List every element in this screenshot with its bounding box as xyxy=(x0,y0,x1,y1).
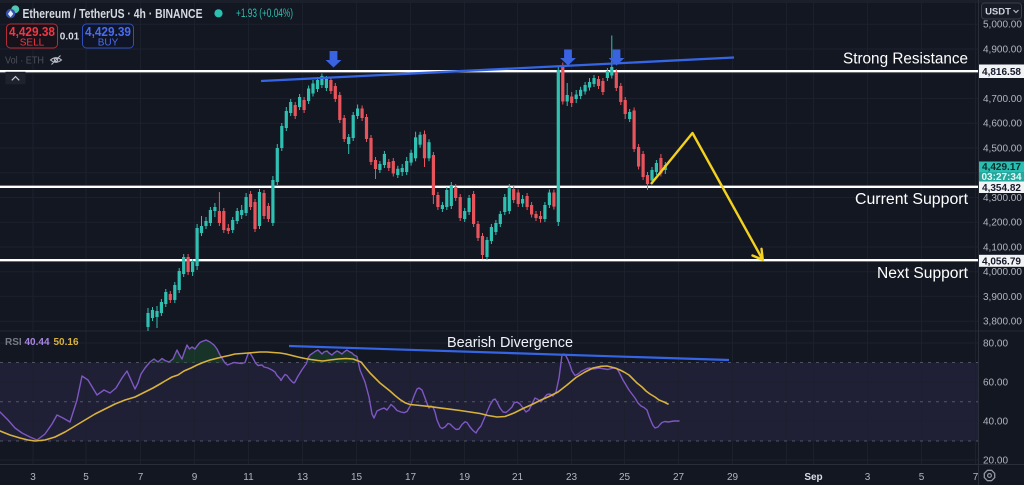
svg-text:21: 21 xyxy=(512,472,524,483)
svg-text:+1.93 (+0.04%): +1.93 (+0.04%) xyxy=(236,8,293,20)
svg-text:4,300.00: 4,300.00 xyxy=(983,193,1022,204)
svg-text:25: 25 xyxy=(619,472,631,483)
svg-text:50.16: 50.16 xyxy=(54,337,79,348)
svg-text:5: 5 xyxy=(83,472,89,483)
svg-text:9: 9 xyxy=(192,472,198,483)
svg-text:4,429.39: 4,429.39 xyxy=(85,25,131,39)
svg-text:60.00: 60.00 xyxy=(983,378,1008,389)
svg-text:40.00: 40.00 xyxy=(983,417,1008,428)
svg-text:03:27:34: 03:27:34 xyxy=(981,172,1021,183)
svg-text:5,000.00: 5,000.00 xyxy=(983,20,1022,31)
svg-text:5: 5 xyxy=(919,472,925,483)
svg-text:4,056.79: 4,056.79 xyxy=(982,257,1021,268)
svg-text:11: 11 xyxy=(243,472,254,483)
svg-text:7: 7 xyxy=(973,472,979,483)
svg-text:BUY: BUY xyxy=(98,38,119,49)
svg-text:40.44: 40.44 xyxy=(25,337,50,348)
svg-text:3: 3 xyxy=(30,472,36,483)
svg-text:4,200.00: 4,200.00 xyxy=(983,218,1022,229)
svg-text:0.01: 0.01 xyxy=(60,32,80,43)
svg-text:4,429.17: 4,429.17 xyxy=(982,162,1021,173)
svg-text:23: 23 xyxy=(566,472,578,483)
svg-text:3: 3 xyxy=(865,472,871,483)
svg-text:17: 17 xyxy=(405,472,417,483)
svg-text:Next Support: Next Support xyxy=(877,265,969,282)
svg-text:Current Support: Current Support xyxy=(855,191,969,208)
svg-text:15: 15 xyxy=(351,472,363,483)
svg-text:Vol · ETH: Vol · ETH xyxy=(5,55,44,67)
svg-text:7: 7 xyxy=(138,472,144,483)
svg-text:4,429.38: 4,429.38 xyxy=(9,25,55,39)
svg-text:4,900.00: 4,900.00 xyxy=(983,45,1022,56)
svg-text:13: 13 xyxy=(297,472,309,483)
svg-text:29: 29 xyxy=(727,472,739,483)
svg-text:4,500.00: 4,500.00 xyxy=(983,144,1022,155)
svg-text:4,816.58: 4,816.58 xyxy=(982,67,1021,78)
svg-text:Strong Resistance: Strong Resistance xyxy=(843,51,968,68)
svg-text:RSI: RSI xyxy=(5,337,22,348)
svg-text:Bearish Divergence: Bearish Divergence xyxy=(447,334,573,351)
svg-text:4,700.00: 4,700.00 xyxy=(983,94,1022,105)
svg-text:4,000.00: 4,000.00 xyxy=(983,267,1022,278)
svg-text:SELL: SELL xyxy=(20,38,45,49)
svg-text:3,800.00: 3,800.00 xyxy=(983,317,1022,328)
svg-text:20.00: 20.00 xyxy=(983,456,1008,467)
svg-text:80.00: 80.00 xyxy=(983,339,1008,350)
svg-text:USDT: USDT xyxy=(985,7,1011,18)
svg-text:27: 27 xyxy=(673,472,685,483)
svg-text:Ethereum / TetherUS · 4h · BIN: Ethereum / TetherUS · 4h · BINANCE xyxy=(23,6,203,21)
svg-text:Sep: Sep xyxy=(804,472,822,483)
svg-text:4,100.00: 4,100.00 xyxy=(983,243,1022,254)
svg-text:3,900.00: 3,900.00 xyxy=(983,292,1022,303)
svg-text:4,354.82: 4,354.82 xyxy=(982,183,1021,194)
svg-text:4,600.00: 4,600.00 xyxy=(983,119,1022,130)
svg-text:19: 19 xyxy=(459,472,471,483)
